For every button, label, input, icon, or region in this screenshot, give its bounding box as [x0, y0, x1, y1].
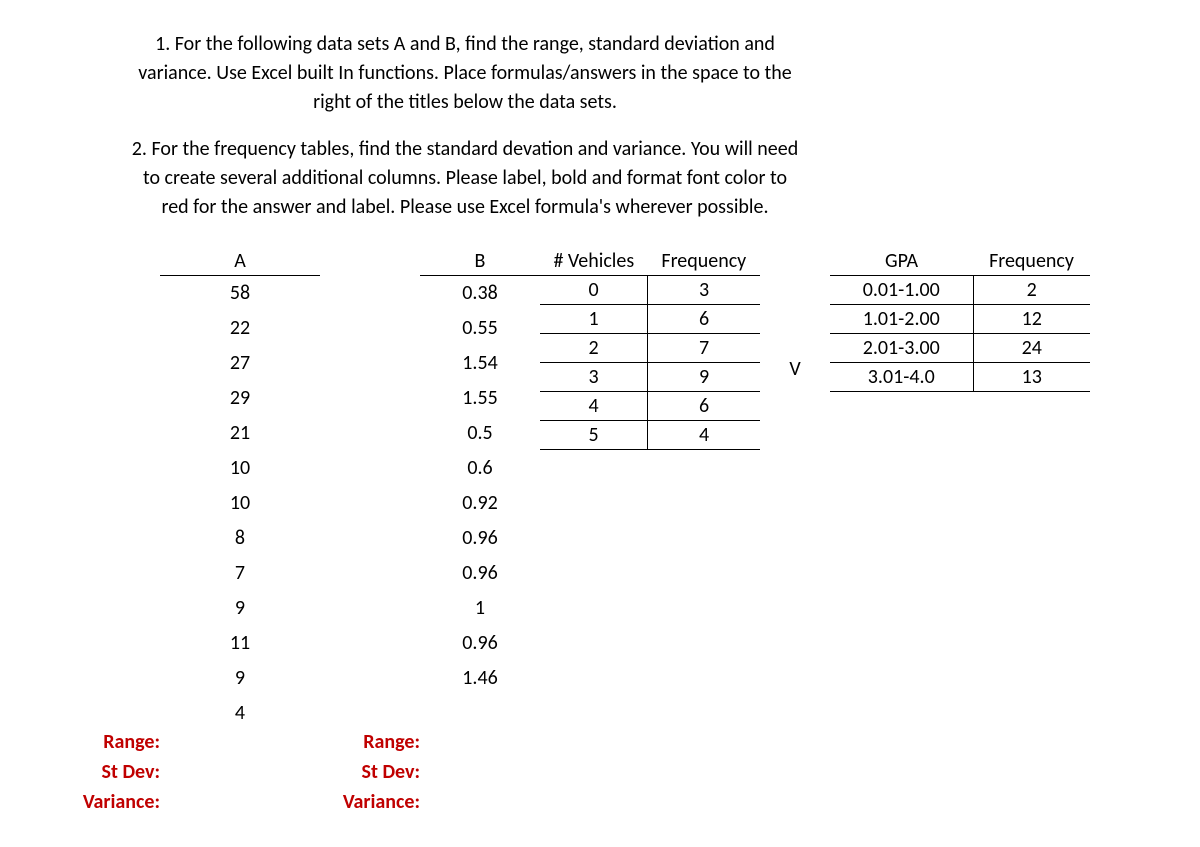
- b-val: 1: [420, 591, 540, 626]
- b-val: 0.6: [420, 451, 540, 486]
- table-row: 1.01-2.0012: [830, 305, 1090, 334]
- a-val: 7: [160, 556, 320, 591]
- q1-line3: right of the titles below the data sets.: [30, 88, 900, 117]
- dataset-b-stat-labels: Range: St Dev: Variance:: [320, 247, 420, 817]
- b-val: 0.96: [420, 556, 540, 591]
- veh-cell: 0: [540, 276, 648, 305]
- q1-line1: 1. For the following data sets A and B, …: [30, 30, 900, 59]
- veh-cell: 1: [540, 305, 648, 334]
- q2-line2: to create several additional columns. Pl…: [30, 164, 900, 193]
- a-val: 58: [160, 276, 320, 311]
- dataset-a-stat-labels: Range: St Dev: Variance:: [30, 247, 160, 817]
- stdev-label-a: St Dev:: [30, 757, 160, 787]
- dataset-b-column: B 0.38 0.55 1.54 1.55 0.5 0.6 0.92 0.96 …: [420, 247, 540, 696]
- instructions-block: 1. For the following data sets A and B, …: [30, 30, 900, 222]
- a-val: 4: [160, 696, 320, 731]
- table-row: 16: [540, 305, 760, 334]
- b-val: 0.92: [420, 486, 540, 521]
- b-val: 0.55: [420, 311, 540, 346]
- b-val: 1.54: [420, 346, 540, 381]
- b-val: 1.55: [420, 381, 540, 416]
- gpa-cell: 12: [973, 305, 1090, 334]
- dataset-a-column: A 58 22 27 29 21 10 10 8 7 9 11 9 4: [160, 247, 320, 731]
- a-val: 8: [160, 521, 320, 556]
- a-val: 10: [160, 486, 320, 521]
- veh-cell: 4: [540, 392, 648, 421]
- b-val: 0.96: [420, 521, 540, 556]
- gpa-cell: 2: [973, 276, 1090, 305]
- veh-cell: 6: [648, 305, 760, 334]
- table-row: 54: [540, 421, 760, 450]
- v-marker: V: [789, 357, 800, 381]
- vehicles-header-col1: # Vehicles: [540, 247, 648, 276]
- table-row: 27: [540, 334, 760, 363]
- vehicles-table-wrap: # Vehicles Frequency 03 16 27 39 46 54: [540, 247, 760, 450]
- dataset-b-header: B: [420, 247, 540, 276]
- veh-cell: 5: [540, 421, 648, 450]
- data-area: Range: St Dev: Variance: A 58 22 27 29 2…: [30, 247, 1170, 817]
- range-label-a: Range:: [30, 727, 160, 757]
- gpa-table-wrap: GPA Frequency 0.01-1.002 1.01-2.0012 2.0…: [830, 247, 1090, 392]
- table-row: 46: [540, 392, 760, 421]
- q1-line2: variance. Use Excel built In functions. …: [30, 59, 900, 88]
- b-val: 0.5: [420, 416, 540, 451]
- a-val: 9: [160, 591, 320, 626]
- a-val: 27: [160, 346, 320, 381]
- a-val: 9: [160, 661, 320, 696]
- q2-line3: red for the answer and label. Please use…: [30, 193, 900, 222]
- v-marker-column: V: [760, 247, 830, 381]
- gpa-cell: 3.01-4.0: [830, 363, 973, 392]
- b-val: 0.96: [420, 626, 540, 661]
- table-row: 2.01-3.0024: [830, 334, 1090, 363]
- table-row: 0.01-1.002: [830, 276, 1090, 305]
- a-val: 22: [160, 311, 320, 346]
- a-val: 11: [160, 626, 320, 661]
- table-row: 39: [540, 363, 760, 392]
- b-val: 0.38: [420, 276, 540, 311]
- vehicles-table: # Vehicles Frequency 03 16 27 39 46 54: [540, 247, 760, 450]
- variance-label-b: Variance:: [320, 787, 420, 817]
- veh-cell: 7: [648, 334, 760, 363]
- a-val: 21: [160, 416, 320, 451]
- dataset-a-header: A: [160, 247, 320, 276]
- veh-cell: 6: [648, 392, 760, 421]
- gpa-header-col2: Frequency: [973, 247, 1090, 276]
- vehicles-header-col2: Frequency: [648, 247, 760, 276]
- variance-label-a: Variance:: [30, 787, 160, 817]
- gpa-cell: 2.01-3.00: [830, 334, 973, 363]
- veh-cell: 3: [648, 276, 760, 305]
- gpa-cell: 0.01-1.00: [830, 276, 973, 305]
- stdev-label-b: St Dev:: [320, 757, 420, 787]
- range-label-b: Range:: [320, 727, 420, 757]
- veh-cell: 3: [540, 363, 648, 392]
- gpa-cell: 1.01-2.00: [830, 305, 973, 334]
- q2-line1: 2. For the frequency tables, find the st…: [30, 135, 900, 164]
- a-val: 10: [160, 451, 320, 486]
- gpa-table: GPA Frequency 0.01-1.002 1.01-2.0012 2.0…: [830, 247, 1090, 392]
- gpa-cell: 24: [973, 334, 1090, 363]
- veh-cell: 9: [648, 363, 760, 392]
- gpa-header-col1: GPA: [830, 247, 973, 276]
- veh-cell: 2: [540, 334, 648, 363]
- b-val: 1.46: [420, 661, 540, 696]
- table-row: 3.01-4.013: [830, 363, 1090, 392]
- a-val: 29: [160, 381, 320, 416]
- veh-cell: 4: [648, 421, 760, 450]
- table-row: 03: [540, 276, 760, 305]
- gpa-cell: 13: [973, 363, 1090, 392]
